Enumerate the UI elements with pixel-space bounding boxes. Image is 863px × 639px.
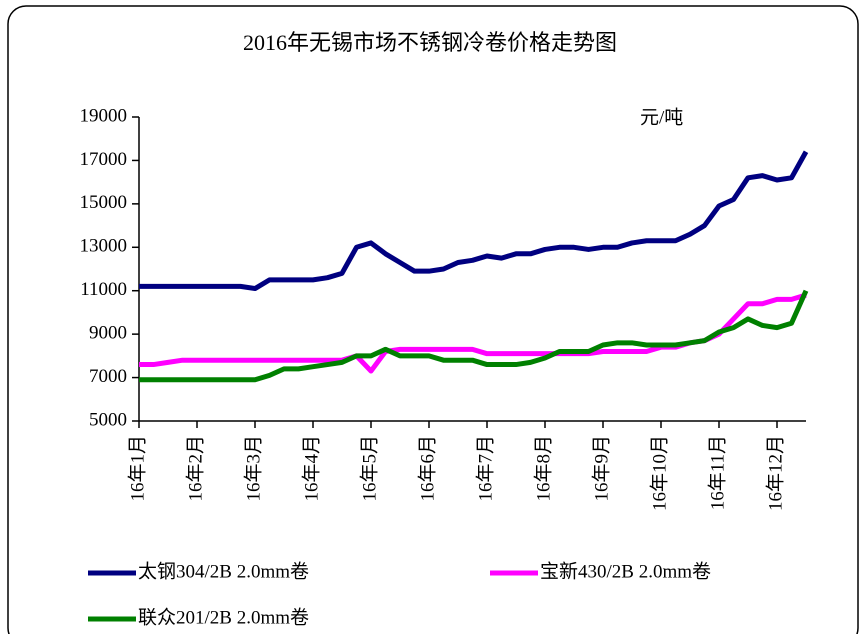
y-tick-label: 13000: [80, 236, 128, 257]
x-tick-label: 16年2月: [184, 435, 206, 502]
x-tick-label: 16年5月: [358, 435, 380, 502]
y-tick-label: 9000: [89, 323, 127, 344]
unit-label: 元/吨: [640, 106, 683, 128]
x-tick-label: 16年12月: [764, 435, 786, 511]
x-tick-label: 16年11月: [706, 435, 728, 510]
x-tick-label: 16年4月: [300, 435, 322, 502]
legend-label: 联众201/2B 2.0mm卷: [138, 606, 309, 628]
y-tick-label: 7000: [89, 366, 127, 387]
y-tick-label: 19000: [80, 105, 128, 126]
x-tick-label: 16年3月: [242, 435, 264, 502]
chart-frame: [7, 5, 859, 639]
chart-title: 2016年无锡市场不锈钢冷卷价格走势图: [243, 30, 617, 55]
y-tick-label: 17000: [80, 149, 128, 170]
x-tick-label: 16年1月: [126, 435, 148, 502]
x-tick-label: 16年7月: [474, 435, 496, 502]
x-tick-label: 16年9月: [590, 435, 612, 502]
y-tick-label: 5000: [89, 409, 127, 430]
x-tick-label: 16年8月: [532, 435, 554, 502]
legend-label: 太钢304/2B 2.0mm卷: [138, 560, 309, 582]
x-tick-label: 16年6月: [416, 435, 438, 502]
x-tick-label: 16年10月: [648, 435, 670, 511]
series-line: [139, 150, 809, 292]
y-tick-label: 15000: [80, 192, 128, 213]
y-tick-label: 11000: [80, 279, 127, 300]
legend-label: 宝新430/2B 2.0mm卷: [540, 560, 711, 582]
series-line: [139, 289, 809, 383]
